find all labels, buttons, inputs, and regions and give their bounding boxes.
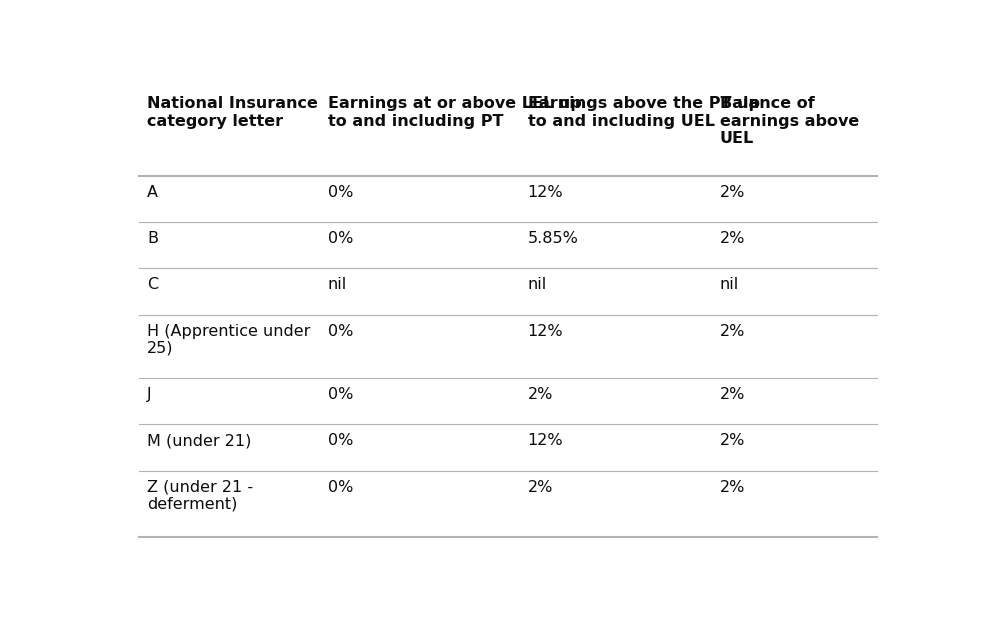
- Text: 0%: 0%: [327, 323, 353, 339]
- Text: nil: nil: [327, 277, 347, 292]
- Text: 0%: 0%: [327, 480, 353, 494]
- Text: 0%: 0%: [327, 231, 353, 246]
- Text: 12%: 12%: [528, 433, 563, 448]
- Text: 2%: 2%: [720, 185, 745, 199]
- Text: 2%: 2%: [720, 323, 745, 339]
- Text: 0%: 0%: [327, 185, 353, 199]
- Text: B: B: [147, 231, 158, 246]
- Text: 2%: 2%: [720, 433, 745, 448]
- Text: A: A: [147, 185, 158, 199]
- Text: Earnings at or above LEL up
to and including PT: Earnings at or above LEL up to and inclu…: [327, 96, 581, 129]
- Text: 2%: 2%: [528, 480, 553, 494]
- Text: nil: nil: [720, 277, 739, 292]
- Text: 2%: 2%: [720, 387, 745, 402]
- Text: Z (under 21 -
deferment): Z (under 21 - deferment): [147, 480, 253, 512]
- Text: 2%: 2%: [720, 231, 745, 246]
- Text: 12%: 12%: [528, 323, 563, 339]
- Text: Balance of
earnings above
UEL: Balance of earnings above UEL: [720, 96, 859, 146]
- Text: J: J: [147, 387, 152, 402]
- Text: nil: nil: [528, 277, 547, 292]
- Text: 12%: 12%: [528, 185, 563, 199]
- Text: 2%: 2%: [528, 387, 553, 402]
- Text: 2%: 2%: [720, 480, 745, 494]
- Text: 0%: 0%: [327, 433, 353, 448]
- Text: Earnings above the PT up
to and including UEL: Earnings above the PT up to and includin…: [528, 96, 760, 129]
- Text: 5.85%: 5.85%: [528, 231, 578, 246]
- Text: 0%: 0%: [327, 387, 353, 402]
- Text: M (under 21): M (under 21): [147, 433, 251, 448]
- Text: C: C: [147, 277, 158, 292]
- Text: H (Apprentice under
25): H (Apprentice under 25): [147, 323, 310, 356]
- Text: National Insurance
category letter: National Insurance category letter: [147, 96, 318, 129]
